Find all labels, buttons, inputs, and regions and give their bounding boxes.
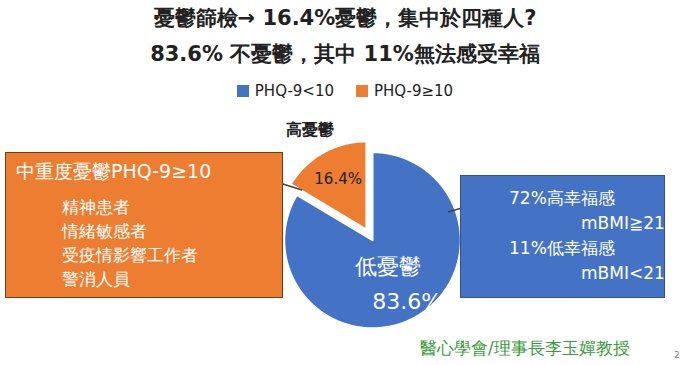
html-text:2: 2 [674,350,680,360]
html-text:mBMI<21: mBMI<21 [581,263,665,283]
html-text:警消人員: 警消人員 [62,269,130,289]
html-text:情緒敏感者: 情緒敏感者 [62,221,147,241]
html-text:83.6% 不憂鬱，其中 11%無法感受幸福: 83.6% 不憂鬱，其中 11%無法感受幸福 [150,42,540,66]
html-text:中重度憂鬱PHQ-9≥10: 中重度憂鬱PHQ-9≥10 [16,160,212,182]
html-text:醫心學會/理事長李玉嬋教授: 醫心學會/理事長李玉嬋教授 [420,338,630,358]
html-text:PHQ-9≥10: PHQ-9≥10 [374,82,454,100]
html-text:精神患者: 精神患者 [62,197,130,217]
html-text:受疫情影響工作者: 受疫情影響工作者 [62,245,198,265]
html-text:11%低幸福感: 11%低幸福感 [509,238,615,258]
html-text:72%高幸福感: 72%高幸福感 [509,188,615,208]
html-text:憂鬱篩檢→ 16.4%憂鬱，集中於四種人?: 憂鬱篩檢→ 16.4%憂鬱，集中於四種人? [153,6,537,30]
svg-text:低憂鬱: 低憂鬱 [355,254,421,279]
svg-text:高憂鬱: 高憂鬱 [286,120,334,139]
html-text:mBMI≧21: mBMI≧21 [581,213,665,233]
html-text:PHQ-9<10: PHQ-9<10 [254,82,334,100]
svg-text:83.6%: 83.6% [372,289,442,314]
svg-text:16.4%: 16.4% [314,170,362,188]
